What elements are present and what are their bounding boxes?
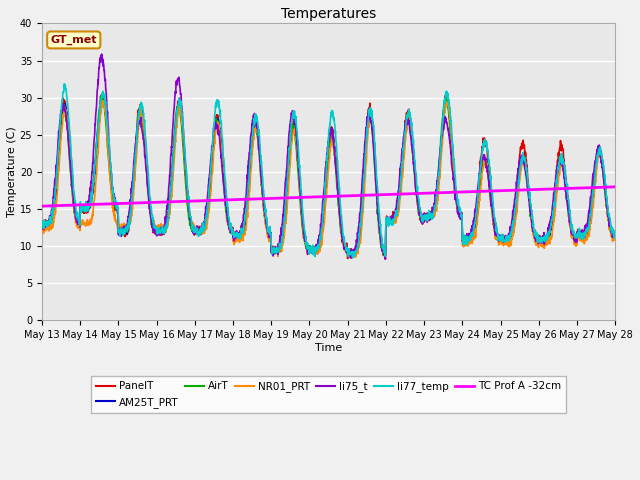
AM25T_PRT xyxy=(99,93,106,99)
AirT xyxy=(145,202,153,207)
NR01_PRT xyxy=(394,209,402,215)
AirT xyxy=(97,94,105,99)
AirT xyxy=(38,219,46,225)
AM25T_PRT xyxy=(335,192,342,198)
Title: Temperatures: Temperatures xyxy=(281,7,376,21)
AM25T_PRT xyxy=(145,193,153,199)
li77_temp xyxy=(587,212,595,218)
TC Prof A -32cm xyxy=(145,200,152,205)
li77_temp xyxy=(145,182,153,188)
li75_t xyxy=(587,194,595,200)
Line: NR01_PRT: NR01_PRT xyxy=(42,101,615,259)
AM25T_PRT xyxy=(587,213,595,219)
AM25T_PRT xyxy=(38,219,46,225)
AM25T_PRT xyxy=(394,202,402,207)
X-axis label: Time: Time xyxy=(315,343,342,353)
NR01_PRT xyxy=(587,219,595,225)
Text: GT_met: GT_met xyxy=(51,35,97,45)
TC Prof A -32cm xyxy=(394,192,402,197)
Line: li77_temp: li77_temp xyxy=(42,84,615,258)
li75_t xyxy=(335,196,342,202)
AirT xyxy=(499,232,507,238)
li77_temp xyxy=(38,218,46,224)
li75_t xyxy=(195,229,202,235)
li75_t xyxy=(394,188,402,193)
TC Prof A -32cm xyxy=(611,184,619,190)
PanelT xyxy=(344,256,351,262)
AM25T_PRT xyxy=(611,233,619,239)
li77_temp xyxy=(611,234,619,240)
Line: li75_t: li75_t xyxy=(42,54,615,259)
li75_t xyxy=(98,51,106,57)
PanelT xyxy=(335,191,342,197)
PanelT xyxy=(99,91,106,96)
li75_t xyxy=(499,239,507,244)
PanelT xyxy=(394,201,402,207)
Line: AM25T_PRT: AM25T_PRT xyxy=(42,96,615,255)
Y-axis label: Temperature (C): Temperature (C) xyxy=(7,127,17,217)
NR01_PRT xyxy=(381,256,389,262)
li77_temp xyxy=(195,234,202,240)
NR01_PRT xyxy=(195,229,202,235)
li77_temp xyxy=(60,81,68,87)
li75_t xyxy=(381,256,389,262)
li75_t xyxy=(38,219,46,225)
TC Prof A -32cm xyxy=(195,198,202,204)
li77_temp xyxy=(349,255,356,261)
AirT xyxy=(195,227,202,232)
NR01_PRT xyxy=(611,235,619,241)
PanelT xyxy=(145,190,153,195)
NR01_PRT xyxy=(335,193,342,199)
NR01_PRT xyxy=(38,223,46,228)
AM25T_PRT xyxy=(351,252,358,258)
AirT xyxy=(347,252,355,258)
li75_t xyxy=(611,232,619,238)
TC Prof A -32cm xyxy=(334,193,342,199)
Line: PanelT: PanelT xyxy=(42,94,615,259)
PanelT xyxy=(195,229,202,235)
PanelT xyxy=(499,238,507,244)
NR01_PRT xyxy=(499,242,507,248)
PanelT xyxy=(38,218,46,224)
TC Prof A -32cm xyxy=(586,185,594,191)
NR01_PRT xyxy=(100,98,108,104)
Line: AirT: AirT xyxy=(42,96,615,255)
Legend: PanelT, AM25T_PRT, AirT, NR01_PRT, li75_t, li77_temp, TC Prof A -32cm: PanelT, AM25T_PRT, AirT, NR01_PRT, li75_… xyxy=(91,376,566,413)
li77_temp xyxy=(499,236,507,242)
NR01_PRT xyxy=(145,190,153,195)
AirT xyxy=(587,207,595,213)
Line: TC Prof A -32cm: TC Prof A -32cm xyxy=(42,187,615,206)
li77_temp xyxy=(394,201,402,206)
AM25T_PRT xyxy=(499,232,507,238)
TC Prof A -32cm xyxy=(38,203,46,209)
li77_temp xyxy=(335,172,342,178)
TC Prof A -32cm xyxy=(499,188,506,193)
PanelT xyxy=(611,237,619,242)
PanelT xyxy=(587,212,595,217)
AirT xyxy=(611,233,619,239)
AirT xyxy=(394,196,402,202)
AirT xyxy=(335,203,342,208)
li75_t xyxy=(145,197,153,203)
AM25T_PRT xyxy=(195,227,202,232)
